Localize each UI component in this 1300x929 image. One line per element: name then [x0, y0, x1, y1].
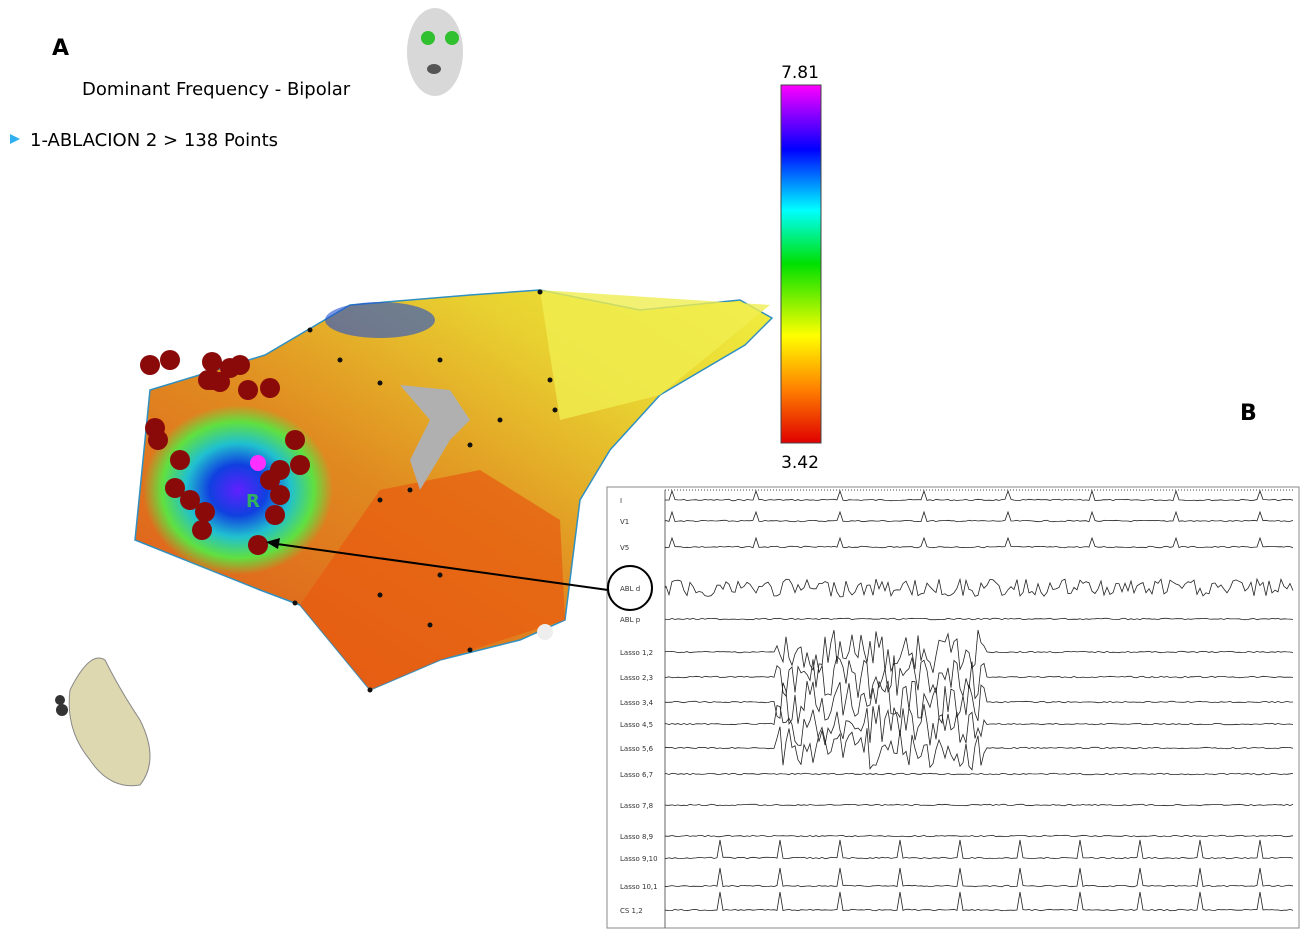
channel-label: Lasso 9,10 — [620, 855, 658, 863]
surface-point — [438, 358, 443, 363]
electrogram-panel — [607, 487, 1299, 928]
ablation-point — [170, 450, 190, 470]
surface-point — [538, 290, 543, 295]
surface-point — [338, 358, 343, 363]
channel-label: Lasso 4,5 — [620, 721, 653, 729]
ablation-point — [192, 520, 212, 540]
surface-point — [553, 408, 558, 413]
figure-canvas: A Dominant Frequency - Bipolar 1-ABLACIO… — [0, 0, 1300, 929]
surface-point — [468, 443, 473, 448]
surface-point — [378, 593, 383, 598]
colorbar-min: 3.42 — [781, 453, 819, 473]
surface-point — [428, 623, 433, 628]
ablation-point — [230, 355, 250, 375]
channel-label: V1 — [620, 518, 629, 526]
ablation-point — [248, 535, 268, 555]
surface-point — [368, 688, 373, 693]
surface-point — [378, 498, 383, 503]
marker-r: R — [246, 491, 260, 512]
ablation-point — [148, 430, 168, 450]
channel-label: V5 — [620, 544, 629, 552]
channel-label: ABL d — [620, 585, 640, 593]
ablation-point — [265, 505, 285, 525]
surface-point — [548, 378, 553, 383]
ablation-point — [160, 350, 180, 370]
channel-label: I — [620, 497, 622, 505]
ablation-point — [260, 378, 280, 398]
channel-label: Lasso 5,6 — [620, 745, 654, 753]
ablation-point — [270, 485, 290, 505]
ablation-point — [285, 430, 305, 450]
channel-label: Lasso 2,3 — [620, 674, 653, 682]
channel-label: CS 1,2 — [620, 907, 643, 915]
orientation-icon — [407, 8, 463, 96]
panel-letter: B — [1240, 401, 1257, 426]
channel-label: Lasso 10,1 — [620, 883, 658, 891]
channel-label: Lasso 7,8 — [620, 802, 653, 810]
ablation-point — [140, 355, 160, 375]
channel-label: Lasso 3,4 — [620, 699, 654, 707]
surface-point — [293, 601, 298, 606]
surface-point — [438, 573, 443, 578]
surface-point — [408, 488, 413, 493]
surface-point — [468, 648, 473, 653]
colorbar-max: 7.81 — [781, 63, 819, 83]
ablation-point — [202, 370, 222, 390]
channel-label: ABL p — [620, 616, 641, 624]
ablation-point — [238, 380, 258, 400]
surface-point — [308, 328, 313, 333]
color-bar — [781, 85, 821, 443]
ablation-point — [202, 352, 222, 372]
map-label: 1-ABLACION 2 > 138 Points — [30, 130, 278, 151]
bullet — [10, 134, 20, 144]
ablation-point — [290, 455, 310, 475]
channel-label: Lasso 1,2 — [620, 649, 653, 657]
surface-point — [378, 381, 383, 386]
surface-point — [498, 418, 503, 423]
panel-letter: A — [52, 36, 69, 61]
map-title: Dominant Frequency - Bipolar — [82, 79, 351, 100]
ablation-point — [270, 460, 290, 480]
figure: A Dominant Frequency - Bipolar 1-ABLACIO… — [0, 0, 1300, 929]
ablation-point — [195, 502, 215, 522]
heart-icon — [55, 658, 150, 786]
channel-label: Lasso 6,7 — [620, 771, 653, 779]
channel-label: Lasso 8,9 — [620, 833, 653, 841]
